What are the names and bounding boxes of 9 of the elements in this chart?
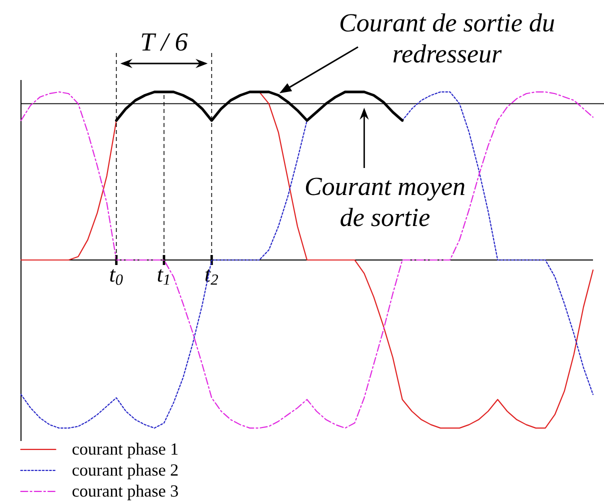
legend-label: courant phase 2 (72, 464, 178, 480)
legend-label: courant phase 1 (72, 442, 178, 458)
text: T / 6 (142, 33, 188, 51)
legend-label: courant phase 3 (72, 484, 178, 500)
x-tick-label: t$_{1}$ (158, 269, 170, 285)
x-tick-label: t$_{2}$ (205, 269, 218, 285)
ref-line-label: Courant moyen de sortie (306, 178, 464, 226)
x-tick-label: t$_{0}$ (110, 269, 123, 285)
series-label: Courant de sortie du redresseur (340, 13, 554, 63)
